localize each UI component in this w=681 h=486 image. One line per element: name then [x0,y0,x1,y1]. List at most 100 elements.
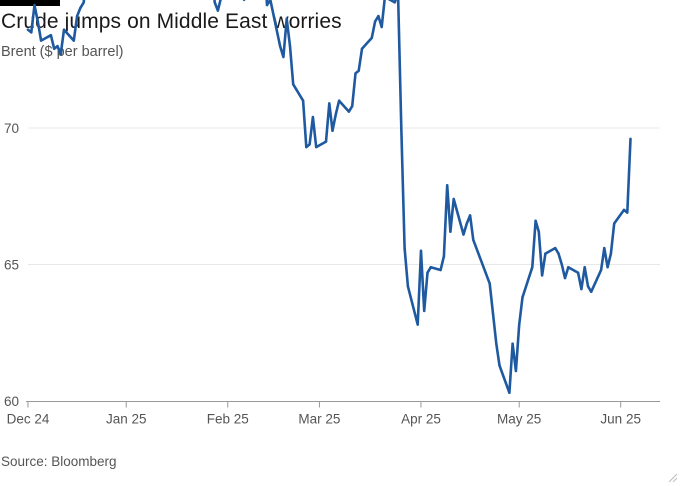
data-point [213,1,216,4]
data-point [446,184,449,187]
data-point [462,233,465,236]
source-note: Source: Bloomberg [1,454,117,469]
data-point [472,238,475,242]
data-point [576,271,580,274]
data-point [495,342,498,345]
data-point [419,249,423,252]
data-point [72,39,76,42]
data-point [373,20,377,23]
data-point [544,252,547,255]
x-tick-label: May 25 [497,412,541,427]
data-point [377,14,380,18]
data-point [452,197,455,201]
data-point [534,219,537,222]
data-point [49,34,53,37]
data-point [328,102,331,105]
data-point [465,222,468,225]
x-tick-label: Jan 25 [106,412,147,427]
data-point [586,285,590,288]
data-point [613,222,616,225]
data-point [416,323,419,326]
data-point [334,113,337,116]
data-point [370,36,373,40]
data-point [351,105,354,108]
data-point [488,282,491,285]
data-point [53,47,56,50]
x-tick-label: Dec 24 [7,412,50,427]
data-point [606,266,609,269]
x-tick-label: Mar 25 [298,412,340,427]
x-tick-label: Feb 25 [207,412,249,427]
data-point [26,28,30,31]
x-axis: Dec 24 Jan 25 Feb 25 Mar 25 Apr 25 May 25 Jun … [7,401,660,427]
data-point [498,364,501,367]
data-point [337,99,341,102]
data-point [347,110,351,113]
data-points [26,0,632,394]
data-point [216,9,220,12]
data-point [56,44,59,48]
data-point [393,1,396,4]
data-point [531,266,534,269]
data-point [557,252,560,255]
chart-title: Crude jumps on Middle East worries [1,10,342,33]
data-point [400,126,403,130]
data-point [508,391,511,394]
data-point [360,47,364,50]
brent-price-line [26,0,632,395]
data-point [468,214,472,217]
data-point [423,309,426,313]
data-point [603,246,606,250]
data-point [324,140,328,143]
gridlines [28,127,660,265]
y-tick-label: 70 [4,121,19,136]
data-point [560,263,563,266]
data-point [36,20,39,23]
y-tick-label: 60 [4,394,19,409]
data-point [540,274,544,277]
data-point [537,230,540,233]
data-point [285,17,288,20]
data-point [609,252,613,255]
data-point [354,72,357,75]
data-point [357,69,360,72]
data-point [75,14,79,18]
data-point [269,0,272,1]
resize-grip-icon [668,473,677,482]
data-point [511,342,514,345]
data-point [301,99,305,102]
data-point [580,287,583,291]
data-point [629,137,632,141]
data-point [554,246,557,250]
data-point [626,211,629,214]
data-point [311,115,315,119]
data-point [491,312,495,315]
brand-bar [0,0,60,6]
data-point [59,53,62,56]
y-axis-labels: 6065707580 [4,121,19,409]
data-point [518,323,521,326]
data-point [406,285,410,288]
y-tick-label: 65 [4,258,19,273]
x-tick-label: Apr 25 [401,412,441,427]
data-point [583,266,586,269]
data-point [30,31,33,34]
data-point [39,39,43,42]
data-point [521,296,524,299]
data-point [429,266,432,269]
data-point [308,143,311,146]
data-point [265,3,269,7]
data-point [439,268,442,272]
data-point [442,255,446,258]
data-point [514,369,518,373]
data-point [79,6,82,10]
series-layer [26,0,632,395]
data-point [305,145,308,149]
data-point [403,246,406,250]
data-point [288,44,292,48]
data-point [449,230,452,233]
data-point [315,145,318,149]
data-point [82,1,85,4]
data-point [282,55,285,59]
